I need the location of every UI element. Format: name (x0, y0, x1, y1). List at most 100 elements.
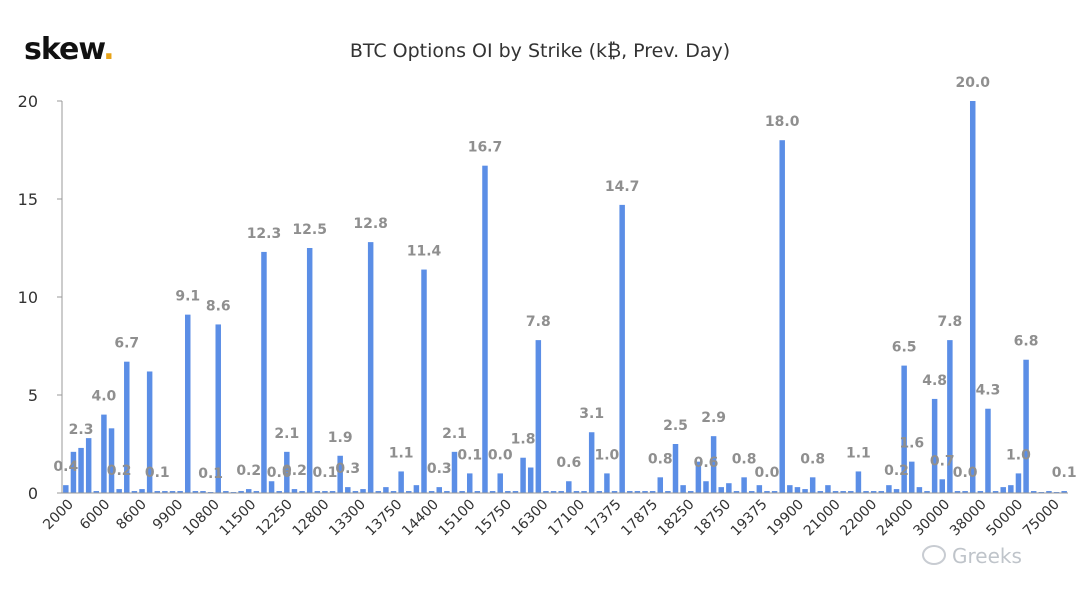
data-label: 8.6 (206, 298, 231, 314)
data-label: 6.7 (114, 336, 139, 352)
bar (916, 487, 923, 493)
bar (550, 491, 557, 493)
bar (352, 491, 359, 493)
x-tick-label: 38000 (947, 497, 990, 540)
bar (337, 455, 343, 493)
bar (962, 491, 968, 493)
bar (710, 436, 717, 493)
data-label: 0.7 (930, 453, 955, 469)
data-label: 0.2 (236, 463, 261, 479)
bar (162, 491, 168, 493)
bar (756, 485, 763, 493)
data-label: 1.9 (328, 430, 353, 446)
bar (459, 491, 465, 493)
x-tick-label: 30000 (910, 497, 953, 540)
bar (741, 477, 747, 493)
data-label: 4.3 (976, 383, 1001, 399)
bar (588, 432, 595, 493)
bar (177, 491, 183, 493)
bar (238, 491, 244, 493)
data-label: 3.1 (579, 406, 604, 422)
bar (748, 491, 755, 493)
bar (474, 491, 481, 493)
data-label: 1.1 (389, 445, 414, 461)
data-label: 0.0 (755, 465, 780, 481)
bar (764, 491, 770, 493)
x-tick-label: 16300 (509, 497, 552, 540)
x-tick-label: 75000 (1020, 497, 1063, 540)
x-tick-label: 24000 (874, 497, 917, 540)
data-label: 1.1 (846, 445, 871, 461)
bar (253, 491, 260, 493)
bar (390, 491, 397, 493)
bar (466, 473, 473, 493)
data-label: 0.0 (953, 465, 978, 481)
bar (428, 491, 435, 493)
bar (131, 491, 138, 493)
data-label: 1.8 (511, 432, 536, 448)
bar (299, 491, 305, 493)
bar (398, 471, 404, 493)
bar (627, 491, 633, 493)
chat-bubble-icon (922, 545, 946, 565)
data-label: 11.4 (407, 244, 442, 260)
x-tick-label: 22000 (837, 497, 880, 540)
data-label: 6.5 (892, 340, 917, 356)
bar (657, 477, 664, 493)
bar (680, 485, 686, 493)
bar (726, 483, 732, 493)
bar (771, 491, 778, 493)
data-label: 0.8 (732, 451, 757, 467)
data-label: 7.8 (937, 314, 962, 330)
bar (223, 491, 229, 493)
bar (367, 242, 374, 493)
brand-dot: . (103, 32, 114, 67)
bar (284, 451, 290, 493)
bar (215, 324, 221, 493)
bar (489, 491, 496, 493)
bar (672, 444, 679, 493)
data-label: 0.2 (884, 463, 909, 479)
data-label: 4.8 (922, 373, 947, 389)
data-label: 2.1 (442, 426, 467, 442)
bar (1023, 359, 1029, 493)
watermark: Greeks (922, 544, 1022, 568)
bar (154, 491, 161, 493)
bar (93, 491, 100, 493)
bar (375, 491, 382, 493)
bar (70, 451, 77, 493)
bar (322, 491, 328, 493)
bar (688, 491, 694, 493)
bar (695, 461, 702, 493)
bar (924, 491, 930, 493)
data-label: 0.3 (427, 461, 452, 477)
bar (733, 491, 740, 493)
bar (992, 491, 999, 493)
bar (863, 491, 869, 493)
bar (1008, 485, 1014, 493)
bar (124, 361, 130, 493)
bar (893, 489, 900, 493)
data-label: 1.0 (1006, 447, 1031, 463)
bar (558, 491, 564, 493)
bar (642, 491, 648, 493)
bar (345, 487, 351, 493)
data-label: 0.6 (267, 465, 292, 481)
watermark-text: Greeks (952, 544, 1022, 568)
data-label: 0.2 (282, 463, 307, 479)
bar (261, 251, 267, 493)
brand-logo: skew. (24, 32, 115, 67)
data-label: 0.2 (107, 463, 132, 479)
y-tick-label: 20 (18, 92, 38, 111)
bar (1046, 491, 1052, 493)
x-tick-label: 15100 (436, 497, 479, 540)
bar (139, 489, 145, 493)
bars (63, 101, 1067, 493)
data-label: 7.8 (526, 314, 551, 330)
data-label: 0.8 (648, 451, 673, 467)
bar (78, 447, 84, 493)
x-axis: 2000 6000 8600 9900108001150012250128001330… (40, 492, 1068, 540)
data-label: 1.6 (899, 436, 924, 452)
bar (649, 491, 656, 493)
bar (619, 204, 625, 493)
